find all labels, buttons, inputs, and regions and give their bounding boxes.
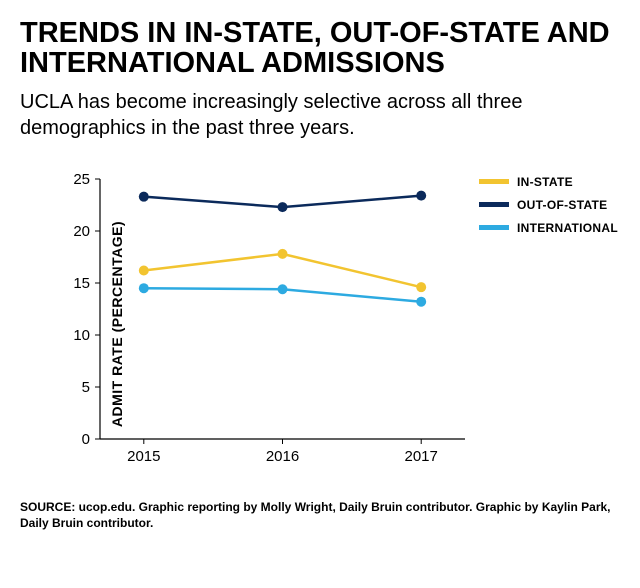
svg-text:0: 0 xyxy=(82,431,90,448)
y-axis-label: ADMIT RATE (PERCENTAGE) xyxy=(109,221,125,427)
legend-label: INTERNATIONAL xyxy=(517,221,618,235)
legend-label: IN-STATE xyxy=(517,175,573,189)
svg-text:2017: 2017 xyxy=(405,448,438,465)
svg-text:15: 15 xyxy=(73,275,90,292)
chart-subtitle: UCLA has become increasingly selective a… xyxy=(20,89,620,141)
legend-label: OUT-OF-STATE xyxy=(517,198,607,212)
legend: IN-STATE OUT-OF-STATE INTERNATIONAL xyxy=(479,175,618,244)
legend-item: IN-STATE xyxy=(479,175,618,189)
svg-text:2015: 2015 xyxy=(127,448,160,465)
svg-text:25: 25 xyxy=(73,171,90,188)
svg-text:20: 20 xyxy=(73,223,90,240)
legend-swatch xyxy=(479,225,509,230)
svg-text:10: 10 xyxy=(73,327,90,344)
svg-text:2016: 2016 xyxy=(266,448,299,465)
chart-area: ADMIT RATE (PERCENTAGE) 0 5 10 15 20 25 2015 20… xyxy=(20,169,620,479)
source-line: SOURCE: ucop.edu. Graphic reporting by M… xyxy=(20,499,620,531)
svg-text:5: 5 xyxy=(82,379,90,396)
legend-swatch xyxy=(479,202,509,207)
legend-item: INTERNATIONAL xyxy=(479,221,618,235)
chart-title: TRENDS IN IN-STATE, OUT-OF-STATE AND INT… xyxy=(20,18,620,79)
legend-swatch xyxy=(479,179,509,184)
legend-item: OUT-OF-STATE xyxy=(479,198,618,212)
